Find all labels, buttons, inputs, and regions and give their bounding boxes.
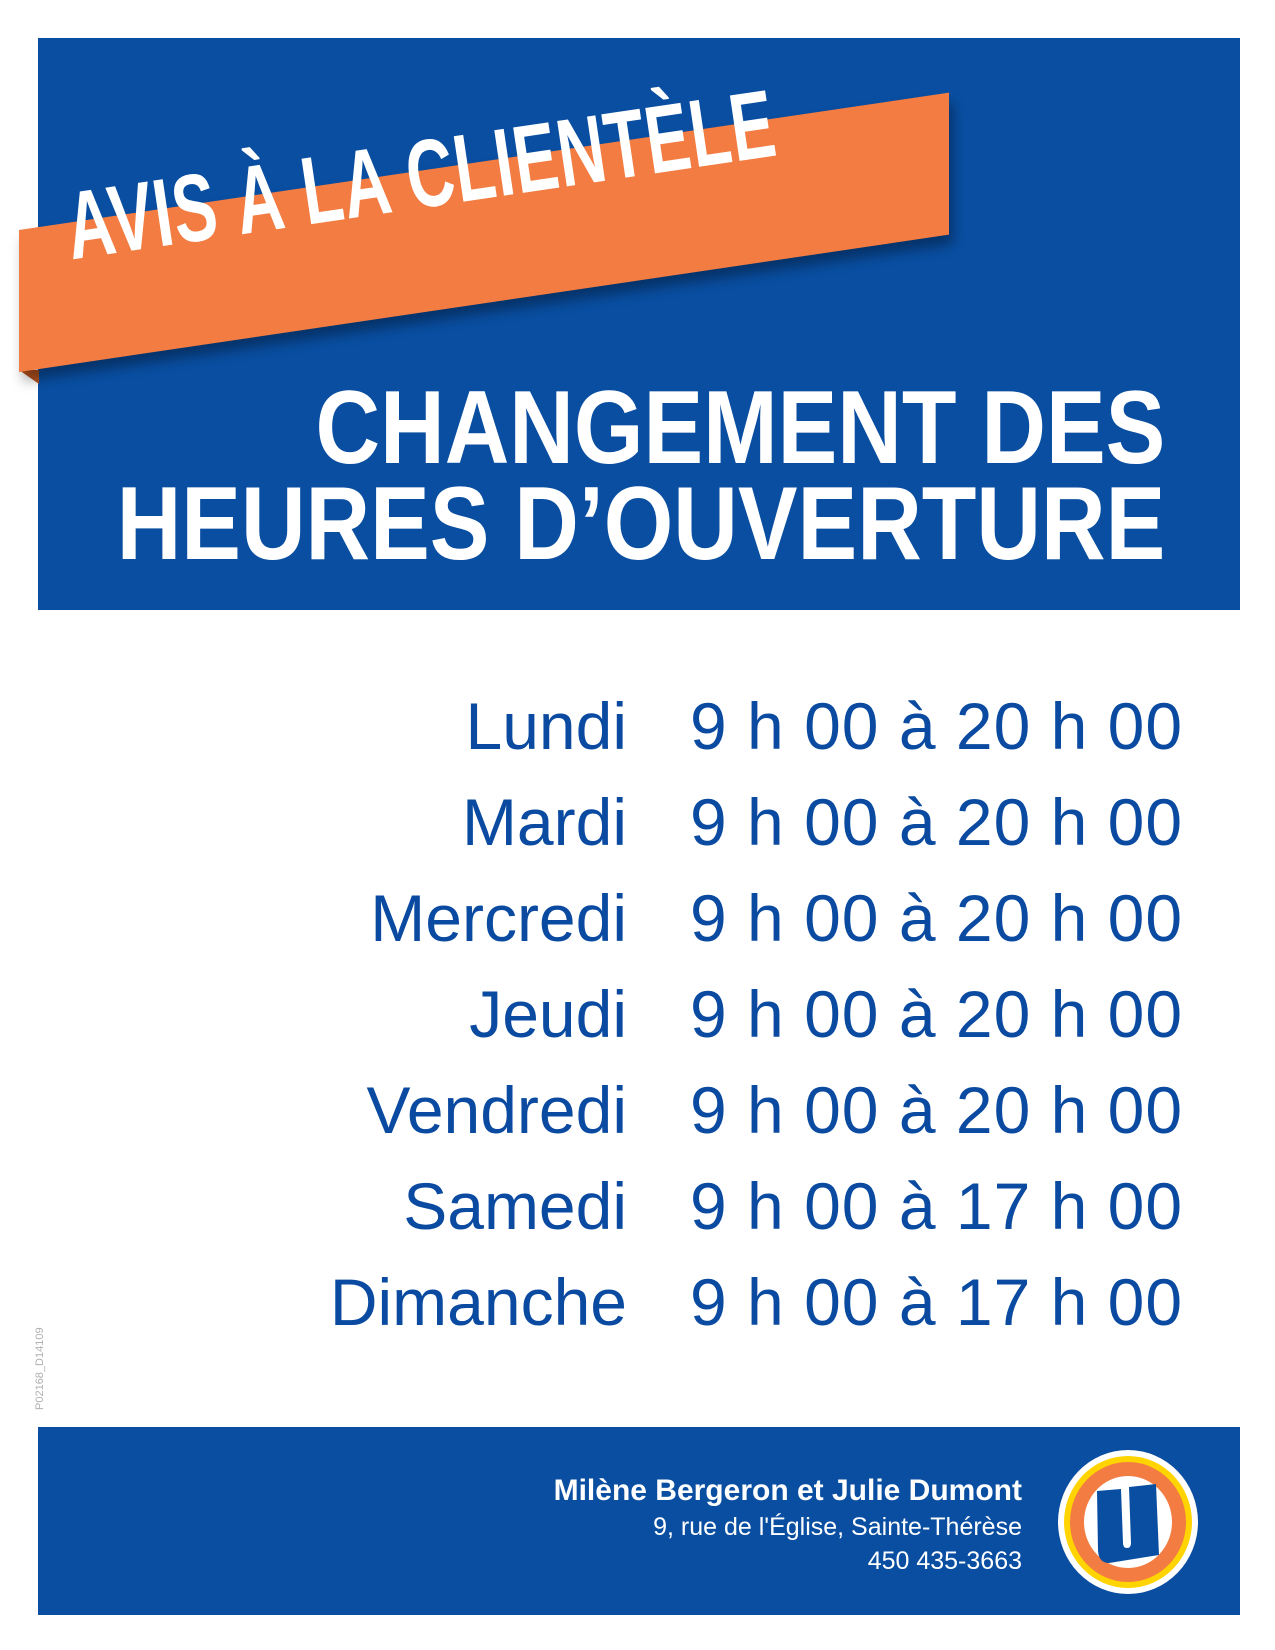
schedule-row: Mardi 9 h 00 à 20 h 00 xyxy=(0,784,1275,880)
title-line-1: CHANGEMENT DES xyxy=(315,370,1165,486)
page-title: CHANGEMENT DES HEURES D’OUVERTURE xyxy=(116,370,1165,582)
hours-schedule: Lundi 9 h 00 à 20 h 00 Mardi 9 h 00 à 20 h… xyxy=(0,688,1275,1360)
day-label: Dimanche xyxy=(329,1265,627,1339)
day-label: Jeudi xyxy=(469,977,627,1051)
store-address: 9, rue de l'Église, Sainte-Thérèse xyxy=(653,1513,1022,1541)
hours-value: 9 h 00 à 17 h 00 xyxy=(690,1169,1184,1243)
store-phone: 450 435-3663 xyxy=(867,1547,1022,1575)
schedule-row: Vendredi 9 h 00 à 20 h 00 xyxy=(0,1072,1275,1168)
hours-value: 9 h 00 à 20 h 00 xyxy=(690,881,1184,955)
hours-value: 9 h 00 à 20 h 00 xyxy=(690,689,1184,763)
banner-fold xyxy=(19,370,39,384)
schedule-row: Dimanche 9 h 00 à 17 h 00 xyxy=(0,1264,1275,1360)
schedule-row: Jeudi 9 h 00 à 20 h 00 xyxy=(0,976,1275,1072)
uniprix-u-logo xyxy=(1058,1450,1198,1594)
day-label: Mercredi xyxy=(370,881,627,955)
schedule-row: Lundi 9 h 00 à 20 h 00 xyxy=(0,688,1275,784)
title-line-2: HEURES D’OUVERTURE xyxy=(116,466,1165,582)
day-label: Vendredi xyxy=(366,1073,627,1147)
schedule-row: Samedi 9 h 00 à 17 h 00 xyxy=(0,1168,1275,1264)
day-label: Mardi xyxy=(461,785,627,859)
hours-value: 9 h 00 à 17 h 00 xyxy=(690,1265,1184,1339)
hours-value: 9 h 00 à 20 h 00 xyxy=(690,977,1184,1051)
schedule-row: Mercredi 9 h 00 à 20 h 00 xyxy=(0,880,1275,976)
hours-value: 9 h 00 à 20 h 00 xyxy=(690,1073,1184,1147)
print-code: P02168_D14109 xyxy=(34,1327,46,1410)
footer-panel: Milène Bergeron et Julie Dumont 9, rue d… xyxy=(38,1427,1240,1615)
hours-value: 9 h 00 à 20 h 00 xyxy=(690,785,1184,859)
day-label: Lundi xyxy=(465,689,628,763)
owner-names: Milène Bergeron et Julie Dumont xyxy=(553,1474,1022,1507)
day-label: Samedi xyxy=(403,1169,627,1243)
